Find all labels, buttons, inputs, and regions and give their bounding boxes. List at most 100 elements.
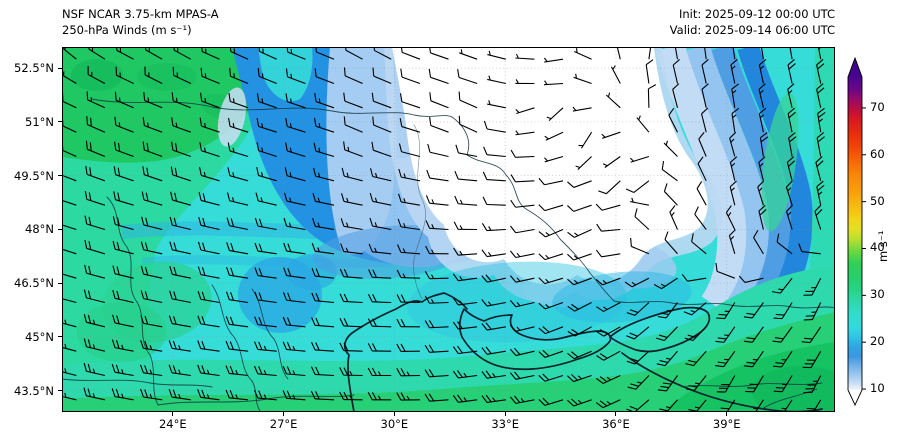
wind-barb xyxy=(696,181,707,206)
wind-barb xyxy=(200,67,220,85)
wind-barb xyxy=(339,342,363,352)
wind-barb xyxy=(636,115,650,133)
wind-barb xyxy=(367,392,392,401)
wind-barb xyxy=(776,233,793,255)
x-tick-label: 33°E xyxy=(491,417,519,431)
wind-barb xyxy=(669,205,679,230)
wind-barb xyxy=(140,241,163,255)
wind-barb xyxy=(141,191,163,206)
wind-barb xyxy=(111,388,134,401)
wind-barb xyxy=(84,264,106,279)
outline-border-russia-east xyxy=(613,300,835,309)
wind-barb xyxy=(87,66,106,84)
fill-region-bottomright-dark-spot xyxy=(752,366,835,412)
wind-barb xyxy=(171,141,191,158)
wind-barb xyxy=(487,50,506,60)
wind-barb xyxy=(803,277,822,296)
wind-barb xyxy=(788,132,797,157)
wind-barb xyxy=(458,91,478,109)
wind-barb xyxy=(716,302,736,320)
y-tickmark xyxy=(58,175,62,177)
wind-barb xyxy=(396,392,420,401)
wind-barb xyxy=(515,107,535,115)
x-tickmark xyxy=(504,412,506,416)
wind-barb xyxy=(312,218,335,231)
wind-barb xyxy=(673,47,679,60)
wind-barb xyxy=(283,217,306,231)
wind-barb xyxy=(169,241,191,255)
wind-barb xyxy=(454,170,478,182)
y-tick-label: 48°N xyxy=(25,222,54,237)
wind-barb xyxy=(225,365,249,377)
wind-barb xyxy=(169,290,191,304)
wind-barb xyxy=(481,346,506,355)
wind-barb xyxy=(140,388,163,401)
x-tickmark xyxy=(283,412,285,416)
wind-barb xyxy=(310,390,335,401)
wind-barb xyxy=(684,326,707,341)
wind-barb xyxy=(544,80,564,86)
wind-barb xyxy=(198,192,220,206)
wind-barb xyxy=(715,326,736,343)
wind-barb xyxy=(481,223,506,232)
wind-barb xyxy=(283,267,306,279)
wind-barb xyxy=(226,192,249,206)
wind-barb xyxy=(567,398,592,407)
wind-barb xyxy=(170,166,191,182)
wind-barb xyxy=(114,116,134,133)
wind-barb xyxy=(171,117,191,133)
wind-barb xyxy=(83,387,106,401)
wind-barb xyxy=(787,107,796,133)
wind-barb xyxy=(339,367,363,377)
wind-barb xyxy=(424,344,449,353)
wind-barb xyxy=(367,293,392,304)
wind-barb xyxy=(745,375,764,393)
wind-barb xyxy=(311,317,335,328)
outline-border-west-carpathia xyxy=(106,196,159,406)
colorbar-tick-label: 50 xyxy=(870,193,885,208)
wind-barb xyxy=(140,265,163,279)
wind-barb xyxy=(341,167,363,182)
wind-barb xyxy=(282,316,306,328)
outline-border-belarus xyxy=(91,98,453,118)
wind-barb xyxy=(115,66,134,84)
wind-barb xyxy=(653,277,678,290)
wind-barb xyxy=(285,93,306,109)
wind-barb xyxy=(254,291,277,304)
wind-barb xyxy=(602,156,621,168)
wind-barb xyxy=(62,314,77,328)
wind-barb xyxy=(200,92,220,109)
wind-barb xyxy=(254,217,277,231)
wind-barb xyxy=(728,229,736,254)
wind-barb xyxy=(731,83,739,108)
wind-barb xyxy=(140,340,163,352)
fill-region-bottom-green-band xyxy=(62,312,835,412)
wind-barb xyxy=(629,155,650,163)
colorbar-tick-label: 40 xyxy=(870,240,885,255)
wind-barb xyxy=(369,168,392,182)
y-tick-label: 46.5°N xyxy=(14,276,54,291)
wind-barb xyxy=(481,249,506,258)
wind-barb xyxy=(282,390,306,401)
wind-barb xyxy=(487,100,506,109)
wind-barb xyxy=(452,273,478,282)
wind-barb xyxy=(284,167,306,182)
y-tick-label: 52.5°N xyxy=(14,61,54,76)
fill-region-pale-oval xyxy=(217,87,247,147)
wind-barb xyxy=(400,47,421,60)
wind-barb xyxy=(86,91,106,109)
wind-barb xyxy=(758,204,767,230)
wind-barb xyxy=(340,218,363,231)
wind-barb xyxy=(253,365,277,377)
wind-barb xyxy=(168,364,191,377)
wind-barb xyxy=(397,218,420,231)
wind-barb xyxy=(114,141,134,158)
wind-barb xyxy=(598,180,621,195)
wind-barb xyxy=(615,47,621,60)
wind-barb xyxy=(572,106,592,112)
wind-barb xyxy=(113,166,134,182)
wind-barb xyxy=(171,92,192,109)
wind-barb xyxy=(285,142,306,158)
wind-barb xyxy=(801,326,822,344)
wind-barb xyxy=(538,228,564,238)
